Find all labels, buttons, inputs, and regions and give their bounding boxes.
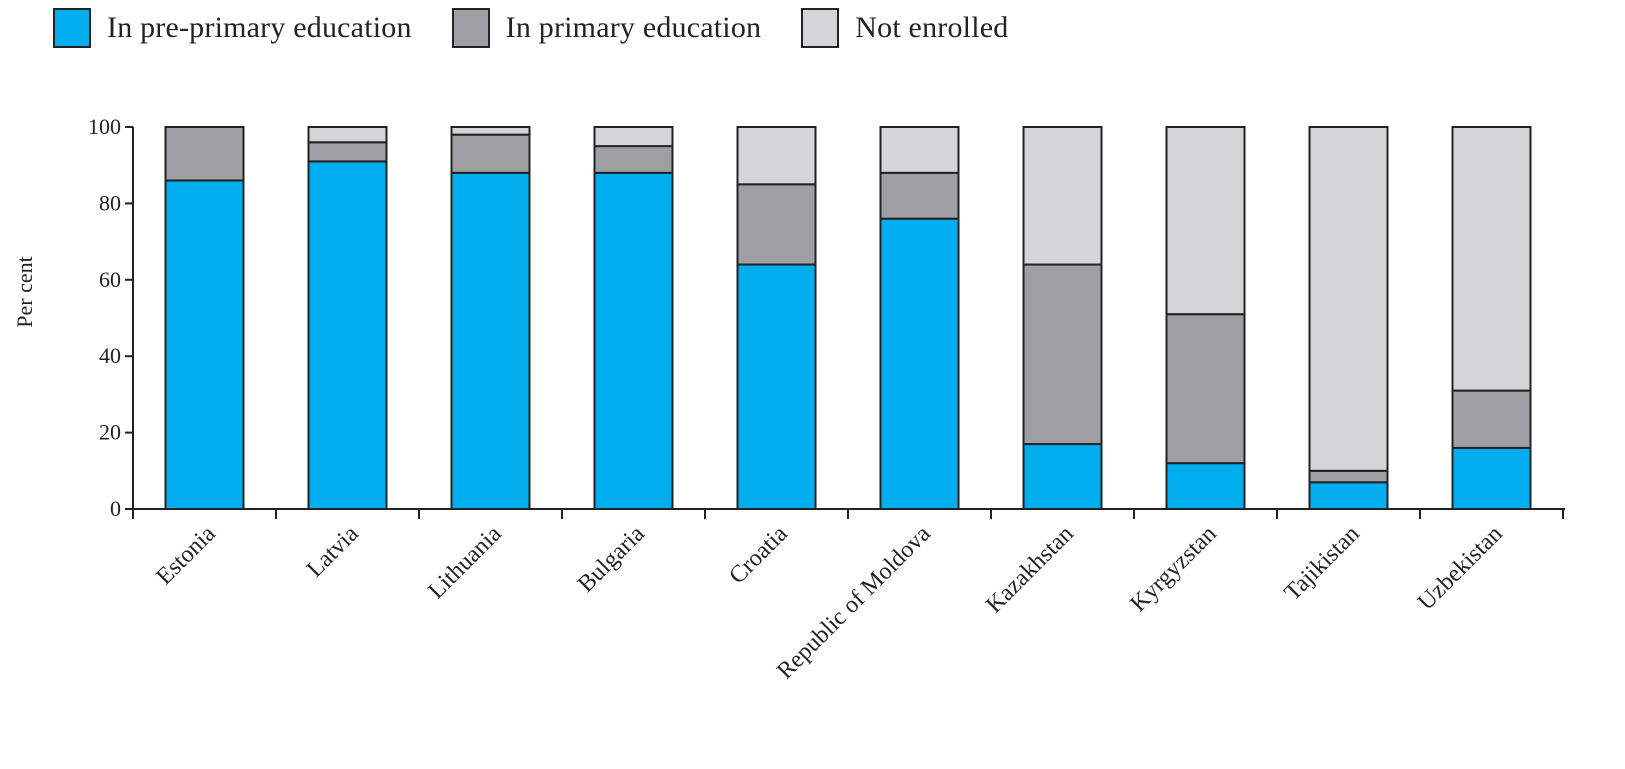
x-tick-label-kazakhstan: Kazakhstan [981, 521, 1079, 619]
x-tick-label-bulgaria: Bulgaria [573, 521, 650, 598]
bar-bulgaria-not-enrolled [593, 126, 674, 148]
legend-swatch-pre-primary [53, 8, 91, 48]
bar-kazakhstan-not-enrolled [1022, 126, 1103, 266]
y-tick-label-100: 100 [88, 114, 121, 139]
legend-swatch-primary [451, 8, 490, 48]
bar-kyrgyzstan-not-enrolled [1165, 126, 1246, 316]
bar-lithuania-not-enrolled [450, 126, 531, 136]
x-tick-label-croatia: Croatia [724, 521, 793, 590]
legend-item-not-enrolled: Not enrolled [801, 8, 1008, 48]
legend-label-not-enrolled: Not enrolled [855, 11, 1009, 44]
y-tick-label-0: 0 [110, 496, 121, 521]
bar-republic-of-moldova-in-primary-education [879, 171, 960, 220]
bar-estonia-in-primary-education [164, 126, 245, 182]
bar-croatia-in-pre-primary-education [736, 263, 817, 510]
bar-republic-of-moldova-not-enrolled [879, 126, 960, 174]
x-tick-label-tajikistan: Tajikistan [1280, 521, 1365, 606]
legend-label-pre-primary: In pre-primary education [107, 11, 412, 44]
x-tick-label-lithuania: Lithuania [423, 521, 507, 605]
bar-tajikistan-not-enrolled [1308, 126, 1389, 472]
bar-tajikistan-in-primary-education [1308, 469, 1389, 484]
legend-item-primary: In primary education [451, 8, 762, 48]
bar-tajikistan-in-pre-primary-education [1308, 481, 1389, 511]
legend-label-primary: In primary education [505, 11, 762, 44]
legend: In pre-primary education In primary educ… [53, 8, 1048, 48]
x-tick-label-kyrgyzstan: Kyrgyzstan [1125, 521, 1221, 617]
bar-kyrgyzstan-in-pre-primary-education [1165, 462, 1246, 511]
bar-latvia-in-pre-primary-education [307, 160, 388, 510]
bar-croatia-in-primary-education [736, 183, 817, 266]
x-tick-label-latvia: Latvia [302, 521, 364, 583]
y-tick-label-80: 80 [99, 190, 121, 215]
x-tick-label-republic-of-moldova: Republic of Moldova [772, 521, 936, 685]
y-axis-title: Per cent [12, 256, 37, 327]
bar-latvia-in-primary-education [307, 141, 388, 163]
bar-latvia-not-enrolled [307, 126, 388, 144]
bar-estonia-in-pre-primary-education [164, 179, 245, 510]
y-tick-label-40: 40 [99, 343, 121, 368]
y-tick-label-20: 20 [99, 420, 121, 445]
bar-kazakhstan-in-primary-education [1022, 263, 1103, 446]
bar-bulgaria-in-pre-primary-education [593, 171, 674, 510]
x-tick-label-estonia: Estonia [151, 521, 221, 591]
bars-group [164, 126, 1532, 511]
bar-bulgaria-in-primary-education [593, 145, 674, 174]
bar-croatia-not-enrolled [736, 126, 817, 186]
bar-uzbekistan-in-primary-education [1451, 389, 1532, 449]
bar-lithuania-in-primary-education [450, 133, 531, 174]
bar-uzbekistan-not-enrolled [1451, 126, 1532, 392]
bar-kazakhstan-in-pre-primary-education [1022, 443, 1103, 510]
y-tick-label-60: 60 [99, 267, 121, 292]
x-tick-label-uzbekistan: Uzbekistan [1413, 521, 1508, 616]
bar-uzbekistan-in-pre-primary-education [1451, 446, 1532, 511]
legend-item-pre-primary: In pre-primary education [53, 8, 412, 48]
bar-kyrgyzstan-in-primary-education [1165, 313, 1246, 465]
legend-swatch-not-enrolled [801, 8, 840, 48]
bar-republic-of-moldova-in-pre-primary-education [879, 217, 960, 510]
bar-lithuania-in-pre-primary-education [450, 171, 531, 510]
